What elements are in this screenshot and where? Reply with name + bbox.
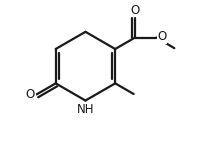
Text: NH: NH — [77, 103, 94, 116]
Text: O: O — [26, 88, 35, 101]
Text: O: O — [158, 30, 167, 43]
Text: O: O — [130, 4, 140, 17]
